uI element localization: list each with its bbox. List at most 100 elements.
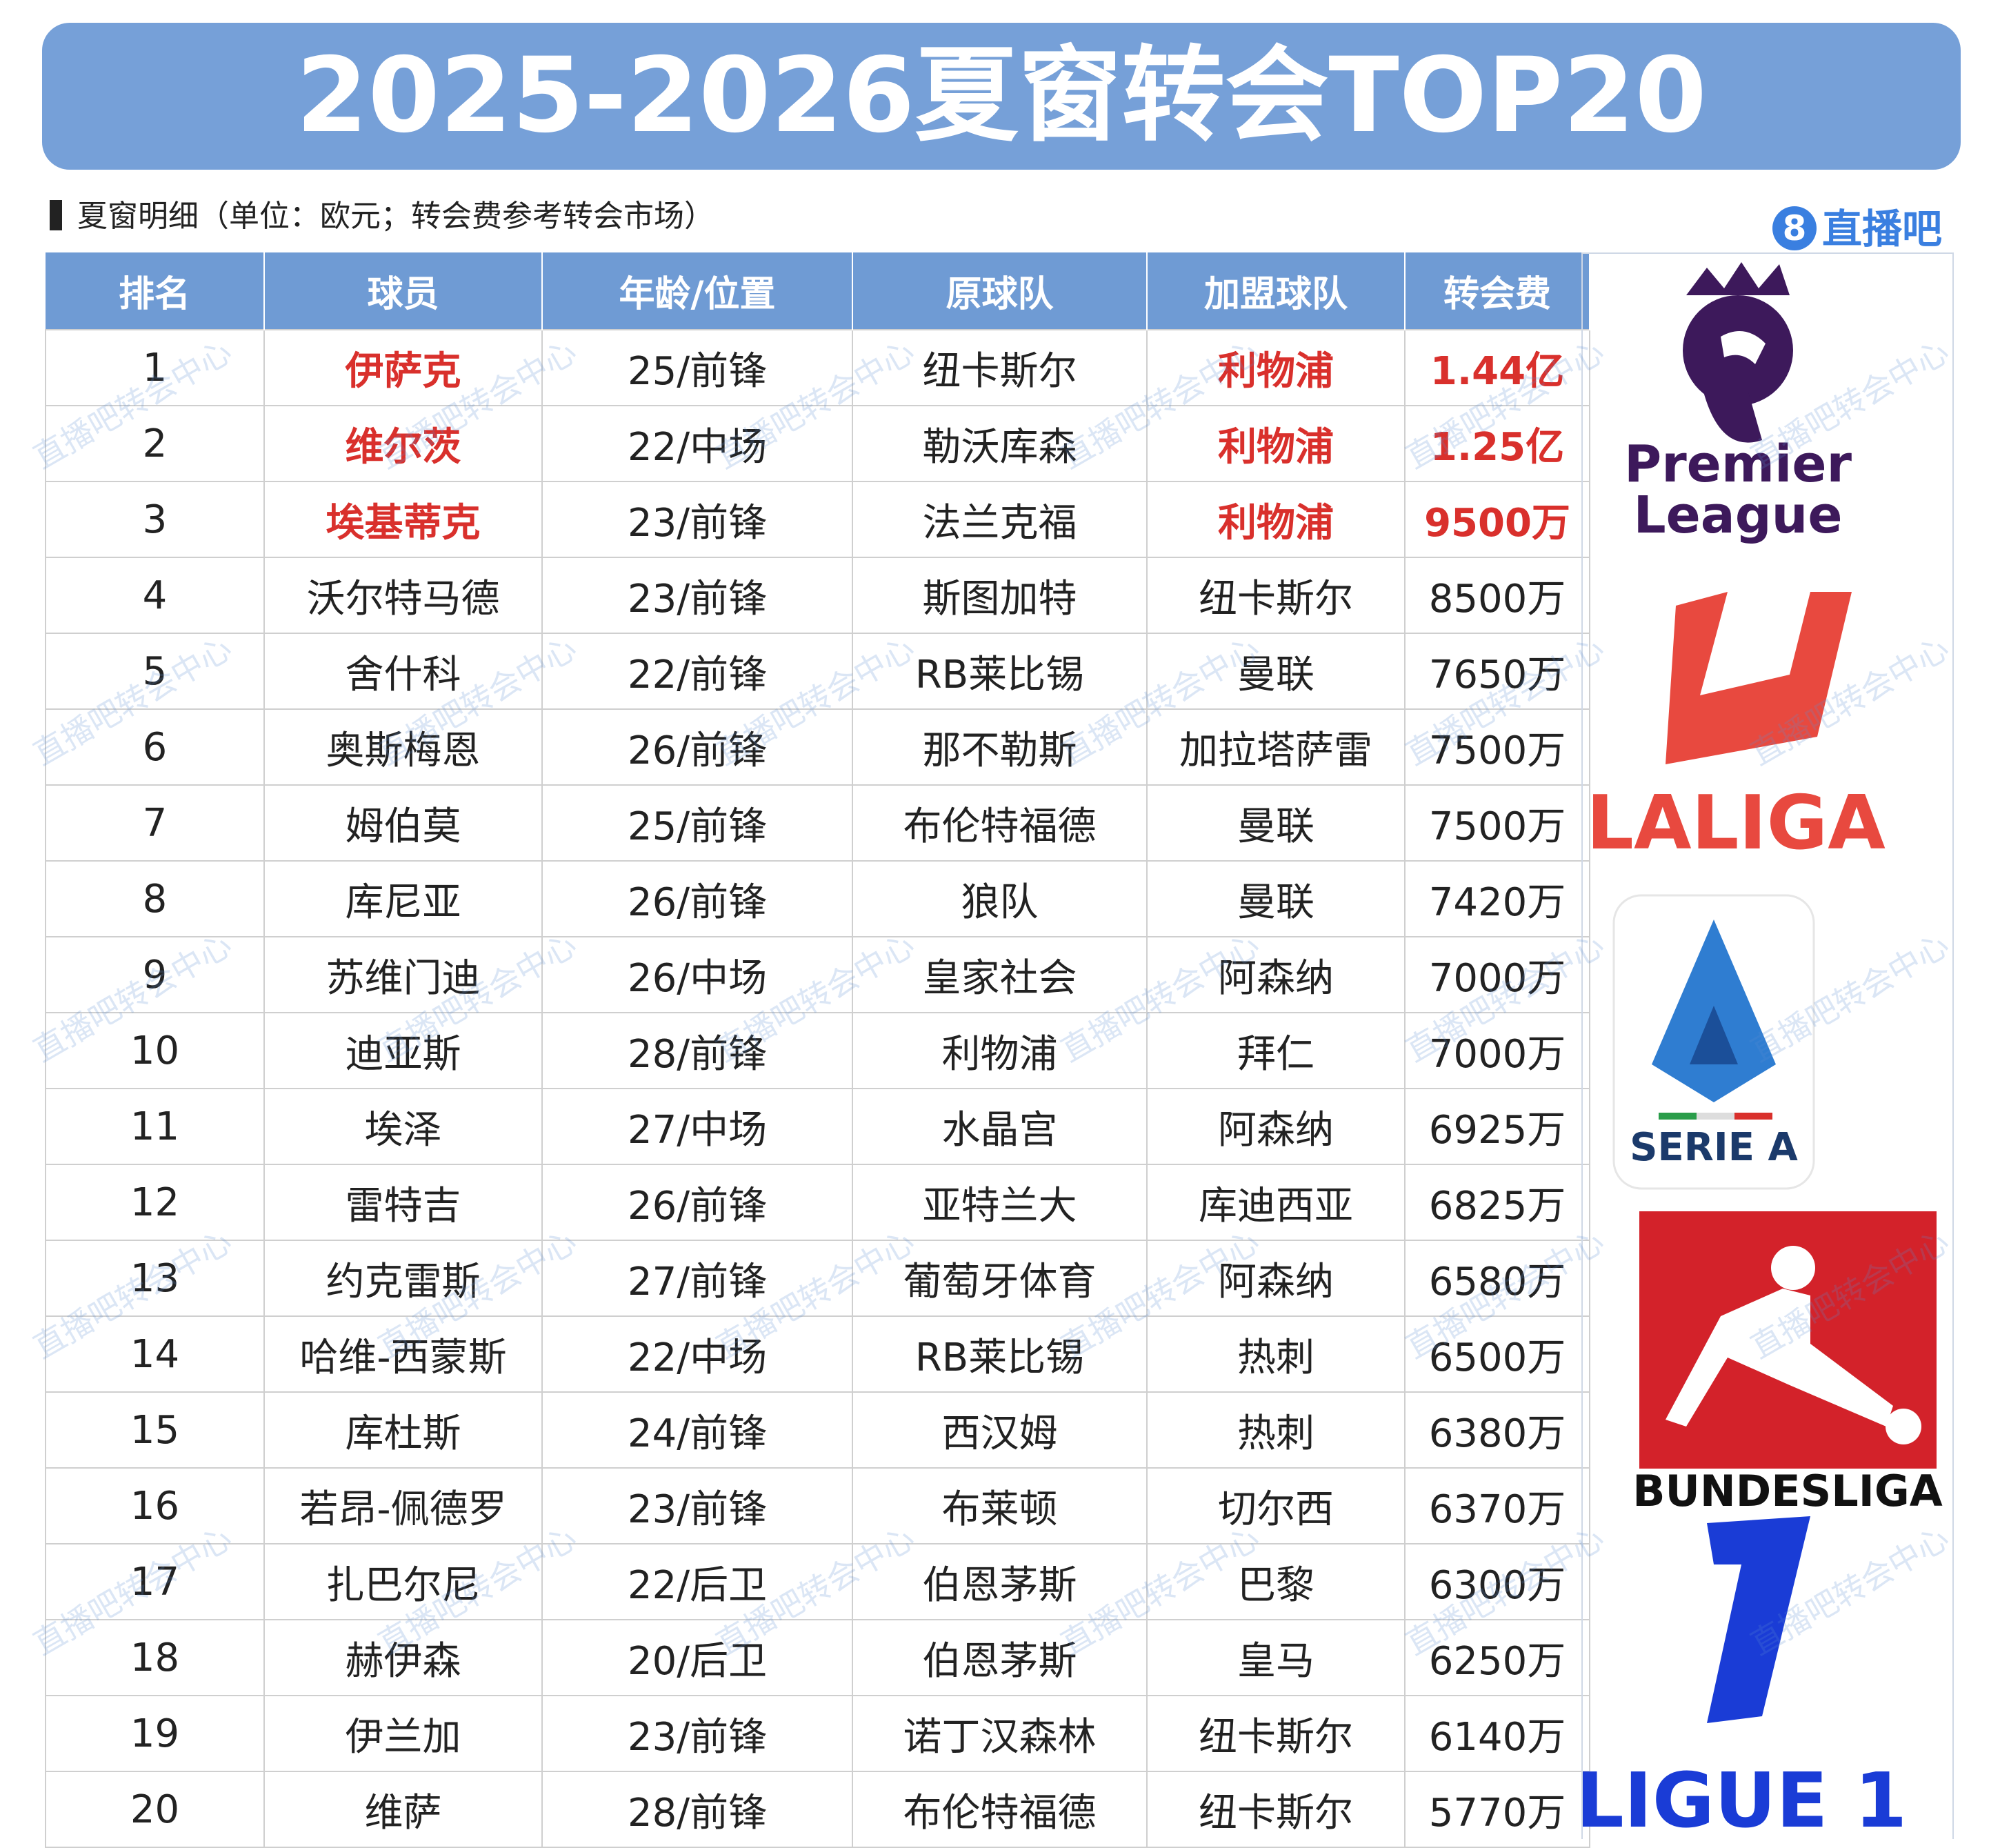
table-cell: 亚特兰大 xyxy=(852,1164,1148,1241)
table-cell: 6580万 xyxy=(1404,1240,1590,1317)
table-cell: 皇马 xyxy=(1146,1619,1406,1696)
table-cell: 10 xyxy=(45,1012,265,1089)
table-cell: 伯恩茅斯 xyxy=(852,1543,1148,1620)
table-cell: RB莱比锡 xyxy=(852,633,1148,710)
title: 2025-2026夏窗转会TOP20 xyxy=(42,23,1961,170)
table-cell: 6370万 xyxy=(1404,1467,1590,1544)
table-cell: 26/前锋 xyxy=(541,1164,853,1241)
table-cell: 沃尔特马德 xyxy=(263,557,543,634)
table-cell: 6140万 xyxy=(1404,1695,1590,1772)
table-cell: 雷特吉 xyxy=(263,1164,543,1241)
subtitle: 夏窗明细（单位：欧元；转会费参考转会市场） xyxy=(50,196,714,237)
table-cell: 23/前锋 xyxy=(541,1467,853,1544)
table-cell: 曼联 xyxy=(1146,860,1406,937)
table-cell: 20/后卫 xyxy=(541,1619,853,1696)
table-cell: RB莱比锡 xyxy=(852,1315,1148,1393)
premier-league-logo: Premier League xyxy=(1624,262,1852,545)
logo-text: Premier xyxy=(1624,435,1852,494)
table-cell: 伊兰加 xyxy=(263,1695,543,1772)
table-cell: 埃泽 xyxy=(263,1088,543,1165)
table-cell: 拜仁 xyxy=(1146,1012,1406,1089)
table-cell: 8500万 xyxy=(1404,557,1590,634)
table-cell: 布伦特福德 xyxy=(852,1771,1148,1848)
table-cell: 7000万 xyxy=(1404,936,1590,1013)
table-cell: 狼队 xyxy=(852,860,1148,937)
table-row: 12 雷特吉 26/前锋 亚特兰大 库迪西亚 6825万 xyxy=(45,1164,1590,1241)
table-cell: 26/前锋 xyxy=(541,860,853,937)
table-cell: 7000万 xyxy=(1404,1012,1590,1089)
table-row: 16 若昂-佩德罗 23/前锋 布莱顿 切尔西 6370万 xyxy=(45,1467,1590,1544)
table-cell: 1.25亿 xyxy=(1404,405,1590,482)
table-cell: 维尔茨 xyxy=(263,405,543,482)
table-cell: 阿森纳 xyxy=(1146,1240,1406,1317)
table-cell: 勒沃库森 xyxy=(852,405,1148,482)
table-cell: 23/前锋 xyxy=(541,481,853,558)
table-cell: 若昂-佩德罗 xyxy=(263,1467,543,1544)
table-cell: 皇家社会 xyxy=(852,936,1148,1013)
table-cell: 热刺 xyxy=(1146,1315,1406,1393)
table-cell: 11 xyxy=(45,1088,265,1165)
brand-logo: 8 直播吧 xyxy=(1772,201,1942,257)
table-cell: 奥斯梅恩 xyxy=(263,708,543,786)
logo-text: League xyxy=(1633,486,1842,545)
table-cell: 7 xyxy=(45,784,265,862)
table-cell: 纽卡斯尔 xyxy=(852,329,1148,406)
table-cell: 苏维门迪 xyxy=(263,936,543,1013)
table-cell: 15 xyxy=(45,1391,265,1469)
table-row: 1 伊萨克 25/前锋 纽卡斯尔 利物浦 1.44亿 xyxy=(45,329,1590,406)
table-cell: 曼联 xyxy=(1146,633,1406,710)
table-cell: 阿森纳 xyxy=(1146,1088,1406,1165)
table-cell: 迪亚斯 xyxy=(263,1012,543,1089)
ligue1-logo: LIGUE 1 xyxy=(1576,1516,1907,1845)
table-cell: 利物浦 xyxy=(1146,405,1406,482)
league-panel: Premier League LALIGA SERIE A BUNDESLIGA… xyxy=(1576,252,1954,1845)
table-cell: 16 xyxy=(45,1467,265,1544)
table-cell: 纽卡斯尔 xyxy=(1146,1771,1406,1848)
table-cell: 9 xyxy=(45,936,265,1013)
table-cell: 18 xyxy=(45,1619,265,1696)
table-cell: 23/前锋 xyxy=(541,557,853,634)
column-header: 球员 xyxy=(264,252,543,330)
table-cell: 6925万 xyxy=(1404,1088,1590,1165)
table-cell: 26/前锋 xyxy=(541,708,853,786)
table-cell: 1.44亿 xyxy=(1404,329,1590,406)
table-cell: 17 xyxy=(45,1543,265,1620)
table-cell: 7500万 xyxy=(1404,784,1590,862)
table-cell: 22/后卫 xyxy=(541,1543,853,1620)
table-cell: 利物浦 xyxy=(1146,481,1406,558)
table-cell: 葡萄牙体育 xyxy=(852,1240,1148,1317)
logo-text: BUNDESLIGA xyxy=(1632,1466,1942,1516)
table-row: 20 维萨 28/前锋 布伦特福德 纽卡斯尔 5770万 xyxy=(45,1771,1590,1848)
brand-number: 8 xyxy=(1772,206,1817,250)
table-cell: 阿森纳 xyxy=(1146,936,1406,1013)
table-cell: 库杜斯 xyxy=(263,1391,543,1469)
header-row: 排名 球员 年龄/位置 原球队 加盟球队 转会费 xyxy=(46,252,1590,330)
table-cell: 19 xyxy=(45,1695,265,1772)
table-cell: 25/前锋 xyxy=(541,784,853,862)
table-cell: 26/中场 xyxy=(541,936,853,1013)
transfer-table: 排名 球员 年龄/位置 原球队 加盟球队 转会费 1 伊萨克 25/前锋 纽卡斯尔 利物浦 1.44亿… xyxy=(45,252,1590,1848)
table-cell: 热刺 xyxy=(1146,1391,1406,1469)
table-cell: 2 xyxy=(45,405,265,482)
table-row: 4 沃尔特马德 23/前锋 斯图加特 纽卡斯尔 8500万 xyxy=(45,557,1590,634)
table-cell: 14 xyxy=(45,1315,265,1393)
table-cell: 13 xyxy=(45,1240,265,1317)
table-cell: 6250万 xyxy=(1404,1619,1590,1696)
table-cell: 布莱顿 xyxy=(852,1467,1148,1544)
logo-text: LIGUE 1 xyxy=(1583,1756,1907,1840)
table-cell: 伯恩茅斯 xyxy=(852,1619,1148,1696)
table-cell: 库迪西亚 xyxy=(1146,1164,1406,1241)
column-header: 转会费 xyxy=(1405,252,1590,330)
table-cell: 姆伯莫 xyxy=(263,784,543,862)
table-row: 18 赫伊森 20/后卫 伯恩茅斯 皇马 6250万 xyxy=(45,1619,1590,1696)
table-cell: 维萨 xyxy=(263,1771,543,1848)
table-cell: 7650万 xyxy=(1404,633,1590,710)
table-cell: 水晶宫 xyxy=(852,1088,1148,1165)
league-logos: Premier League LALIGA SERIE A BUNDESLIGA… xyxy=(1576,262,1943,1845)
brand-name: 直播吧 xyxy=(1822,206,1943,252)
table-cell: 25/前锋 xyxy=(541,329,853,406)
table-cell: 3 xyxy=(45,481,265,558)
table-cell: 库尼亚 xyxy=(263,860,543,937)
table-cell: 伊萨克 xyxy=(263,329,543,406)
laliga-logo: LALIGA xyxy=(1586,592,1886,866)
